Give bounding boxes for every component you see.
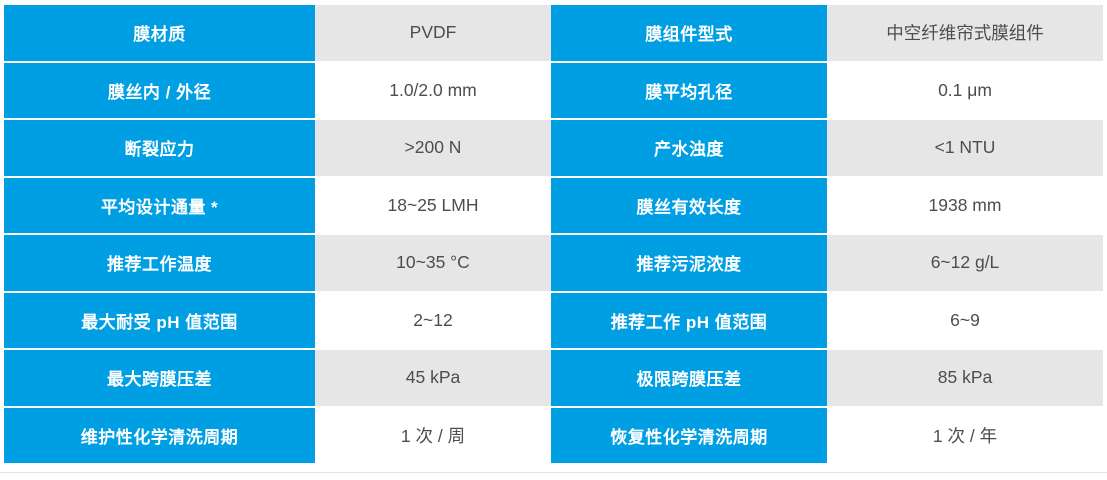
- table-row: 推荐工作温度 10~35 °C 推荐污泥浓度 6~12 g/L: [4, 235, 1103, 291]
- spec-value: 2~12: [315, 292, 551, 348]
- spec-value: 中空纤维帘式膜组件: [827, 5, 1103, 61]
- spec-label: 膜平均孔径: [551, 62, 827, 118]
- spec-value: 1 次 / 年: [827, 407, 1103, 463]
- spec-value: 18~25 LMH: [315, 177, 551, 233]
- bottom-divider: [0, 472, 1107, 473]
- table-row: 最大耐受 pH 值范围 2~12 推荐工作 pH 值范围 6~9: [4, 292, 1103, 348]
- spec-value: 10~35 °C: [315, 235, 551, 291]
- spec-label: 最大跨膜压差: [4, 350, 315, 406]
- spec-label: 推荐工作温度: [4, 235, 315, 291]
- table-row: 膜丝内 / 外径 1.0/2.0 mm 膜平均孔径 0.1 μm: [4, 62, 1103, 118]
- spec-table: 膜材质 PVDF 膜组件型式 中空纤维帘式膜组件 膜丝内 / 外径 1.0/2.…: [4, 5, 1103, 463]
- spec-value: <1 NTU: [827, 120, 1103, 176]
- spec-label: 产水浊度: [551, 120, 827, 176]
- spec-value: 1938 mm: [827, 177, 1103, 233]
- spec-value: >200 N: [315, 120, 551, 176]
- table-row: 断裂应力 >200 N 产水浊度 <1 NTU: [4, 120, 1103, 176]
- spec-value: 85 kPa: [827, 350, 1103, 406]
- spec-label: 平均设计通量 *: [4, 177, 315, 233]
- spec-label: 维护性化学清洗周期: [4, 407, 315, 463]
- spec-label: 推荐污泥浓度: [551, 235, 827, 291]
- spec-value: PVDF: [315, 5, 551, 61]
- table-row: 平均设计通量 * 18~25 LMH 膜丝有效长度 1938 mm: [4, 177, 1103, 233]
- spec-label: 断裂应力: [4, 120, 315, 176]
- spec-value: 1.0/2.0 mm: [315, 62, 551, 118]
- table-row: 维护性化学清洗周期 1 次 / 周 恢复性化学清洗周期 1 次 / 年: [4, 407, 1103, 463]
- spec-label: 恢复性化学清洗周期: [551, 407, 827, 463]
- spec-label: 膜材质: [4, 5, 315, 61]
- spec-value: 6~9: [827, 292, 1103, 348]
- spec-label: 推荐工作 pH 值范围: [551, 292, 827, 348]
- spec-value: 0.1 μm: [827, 62, 1103, 118]
- spec-label: 极限跨膜压差: [551, 350, 827, 406]
- spec-value: 1 次 / 周: [315, 407, 551, 463]
- table-row: 膜材质 PVDF 膜组件型式 中空纤维帘式膜组件: [4, 5, 1103, 61]
- spec-value: 6~12 g/L: [827, 235, 1103, 291]
- spec-label: 膜组件型式: [551, 5, 827, 61]
- spec-label: 膜丝有效长度: [551, 177, 827, 233]
- spec-value: 45 kPa: [315, 350, 551, 406]
- table-row: 最大跨膜压差 45 kPa 极限跨膜压差 85 kPa: [4, 350, 1103, 406]
- spec-label: 膜丝内 / 外径: [4, 62, 315, 118]
- spec-label: 最大耐受 pH 值范围: [4, 292, 315, 348]
